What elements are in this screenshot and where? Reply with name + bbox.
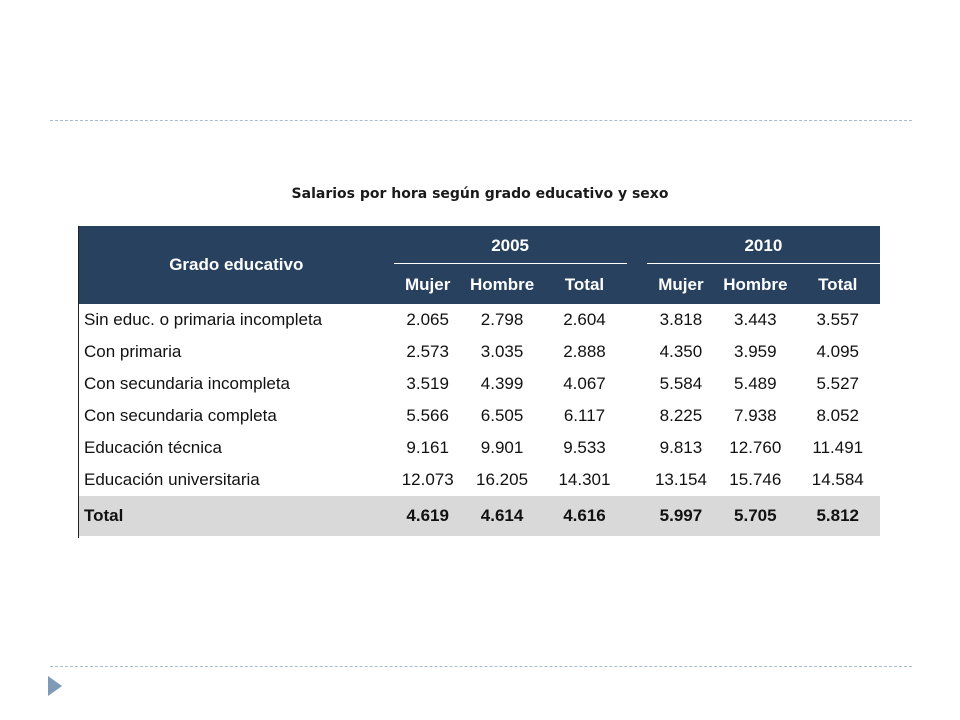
- cell-value: 3.519: [406, 374, 449, 393]
- salary-table-container: Grado educativo 2005 2010 Mujer Hombre T…: [79, 226, 880, 536]
- year-2005-label: 2005: [491, 235, 530, 255]
- top-divider: [50, 120, 912, 121]
- total-label: Total: [79, 496, 394, 536]
- cell-value: 12.073: [401, 470, 454, 489]
- row-label: Con primaria: [84, 342, 182, 361]
- total-value: 4.619: [393, 496, 462, 536]
- cell-value: 2.065: [406, 310, 449, 329]
- total-value: 5.705: [715, 496, 796, 536]
- bottom-divider: [50, 666, 912, 667]
- next-slide-arrow-icon[interactable]: [48, 676, 62, 696]
- cell-value: 7.938: [734, 406, 777, 425]
- total-row: Total 4.619 4.614 4.616 5.997 5.705 5.81…: [79, 496, 880, 536]
- header-row-years: Grado educativo 2005 2010: [79, 226, 880, 304]
- row-label: Con secundaria incompleta: [84, 374, 291, 393]
- header-hombre-2005: Hombre: [461, 265, 543, 304]
- cell-value: 3.959: [734, 342, 777, 361]
- cell-value: 4.095: [816, 342, 860, 361]
- header-gap-sub: [626, 265, 647, 304]
- cell-value: 2.798: [480, 310, 524, 329]
- cell-value: 5.566: [406, 406, 449, 425]
- cell-value: 8.052: [816, 406, 860, 425]
- cell-value: 16.205: [476, 470, 529, 489]
- cell-value: 2.888: [563, 342, 606, 361]
- header-year-2010: 2010: [646, 226, 880, 265]
- cell-value: 12.760: [729, 438, 782, 457]
- header-gap: [626, 226, 647, 265]
- cell-value: 4.067: [563, 374, 606, 393]
- cell-value: 11.491: [812, 438, 864, 457]
- table-row: Educación técnica 9.161 9.901 9.533 9.81…: [79, 432, 880, 464]
- cell-value: 9.901: [480, 438, 524, 457]
- cell-value: 3.818: [659, 310, 703, 329]
- header-mujer-2005: Mujer: [393, 265, 462, 304]
- cell-value: 4.399: [480, 374, 524, 393]
- cell-value: 15.746: [729, 470, 782, 489]
- row-label: Educación técnica: [84, 438, 222, 457]
- cell-value: 3.443: [734, 310, 777, 329]
- header-total-2010: Total: [795, 265, 880, 304]
- total-value: 5.997: [646, 496, 716, 536]
- header-row-sex: Mujer Hombre Total Mujer Hombre Total: [79, 265, 880, 304]
- table-row: Sin educ. o primaria incompleta 2.065 2.…: [79, 304, 880, 336]
- cell-value: 8.225: [659, 406, 703, 425]
- cell-value: 3.557: [816, 310, 860, 329]
- table-row: Con secundaria incompleta 3.519 4.399 4.…: [79, 368, 880, 400]
- total-value: 5.812: [795, 496, 880, 536]
- cell-value: 6.117: [563, 406, 606, 425]
- row-label: Con secundaria completa: [84, 406, 277, 425]
- table-row: Con secundaria completa 5.566 6.505 6.11…: [79, 400, 880, 432]
- header-mujer-2010: Mujer: [646, 265, 716, 304]
- cell-value: 5.527: [816, 374, 860, 393]
- cell-value: 13.154: [654, 470, 707, 489]
- header-hombre-2010: Hombre: [715, 265, 796, 304]
- salary-table: Grado educativo 2005 2010 Mujer Hombre T…: [79, 226, 880, 536]
- cell-value: 9.161: [406, 438, 449, 457]
- cell-value: 3.035: [480, 342, 524, 361]
- table-left-rule: [78, 226, 79, 538]
- header-total-2005: Total: [542, 265, 627, 304]
- header-grado-educativo: Grado educativo: [79, 226, 394, 304]
- cell-value: 4.350: [659, 342, 703, 361]
- cell-value: 9.533: [563, 438, 606, 457]
- total-value: 4.614: [461, 496, 543, 536]
- cell-value: 14.301: [558, 470, 611, 489]
- cell-value: 6.505: [480, 406, 524, 425]
- cell-value: 5.489: [734, 374, 777, 393]
- total-value: 4.616: [542, 496, 627, 536]
- cell-value: 9.813: [659, 438, 703, 457]
- cell-value: 2.573: [406, 342, 449, 361]
- row-label: Educación universitaria: [84, 470, 260, 489]
- slide-title: Salarios por hora según grado educativo …: [291, 186, 669, 202]
- cell-value: 14.584: [811, 470, 864, 489]
- row-label: Sin educ. o primaria incompleta: [84, 310, 323, 329]
- year-2010-label: 2010: [744, 235, 783, 255]
- header-year-2005: 2005: [393, 226, 627, 265]
- table-row: Con primaria 2.573 3.035 2.888 4.350 3.9…: [79, 336, 880, 368]
- cell-value: 5.584: [659, 374, 703, 393]
- table-row: Educación universitaria 12.073 16.205 14…: [79, 464, 880, 496]
- cell-value: 2.604: [563, 310, 606, 329]
